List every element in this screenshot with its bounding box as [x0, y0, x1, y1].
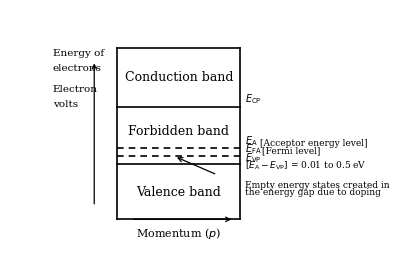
- Text: the energy gap due to doping: the energy gap due to doping: [245, 188, 381, 197]
- Text: $E_{\mathrm{CP}}$: $E_{\mathrm{CP}}$: [245, 92, 262, 106]
- Text: Energy of: Energy of: [53, 50, 104, 58]
- Text: [Fermi level]: [Fermi level]: [262, 147, 320, 156]
- Text: $E_{\mathrm{FA}}$: $E_{\mathrm{FA}}$: [245, 142, 262, 156]
- Text: Valence band: Valence band: [137, 186, 221, 199]
- Text: $[E_{\mathrm{A}}-E_{\mathrm{VP}}]$ = 0.01 to 0.5 eV: $[E_{\mathrm{A}}-E_{\mathrm{VP}}]$ = 0.0…: [245, 159, 366, 172]
- Text: Empty energy states created in: Empty energy states created in: [245, 181, 389, 190]
- Text: $E_{\mathrm{VP}}$: $E_{\mathrm{VP}}$: [245, 151, 262, 165]
- Text: Momentum ($p$): Momentum ($p$): [136, 226, 222, 241]
- Text: [Acceptor energy level]: [Acceptor energy level]: [260, 139, 367, 148]
- Text: $E_{\mathrm{A}}$: $E_{\mathrm{A}}$: [245, 134, 258, 148]
- Text: electrons: electrons: [53, 64, 102, 73]
- Text: Conduction band: Conduction band: [125, 71, 233, 84]
- Text: Forbidden band: Forbidden band: [128, 125, 229, 138]
- Text: Electron: Electron: [53, 86, 98, 94]
- Text: volts: volts: [53, 100, 78, 109]
